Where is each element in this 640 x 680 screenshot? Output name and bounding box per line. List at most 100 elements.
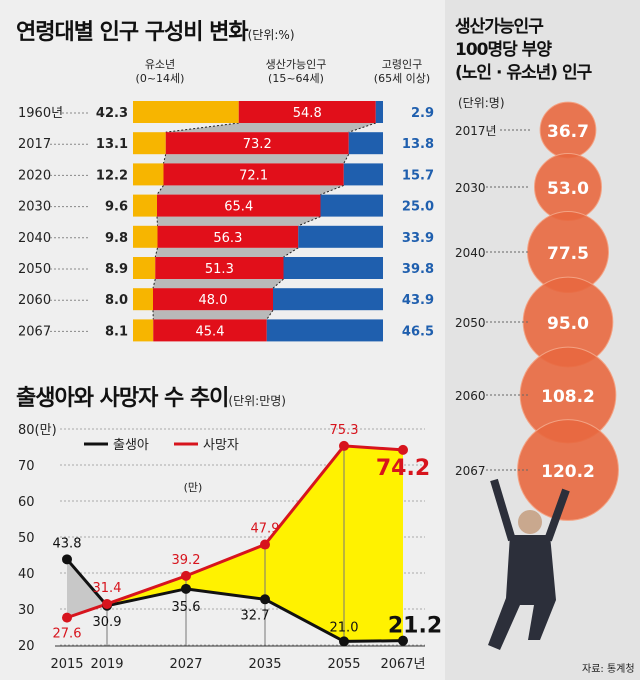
dependency-title: 생산가능인구 100명당 부양 (노인 · 유소년) 인구 (455, 16, 592, 85)
bar-old (320, 194, 383, 217)
dependency-unit: (단위:명) (458, 96, 505, 110)
old-value: 39.8 (402, 262, 434, 277)
x-tick-label: 2015 (50, 657, 83, 672)
gap-area (107, 445, 403, 642)
working-value: 51.3 (205, 262, 234, 277)
connector-dash (163, 154, 167, 164)
legend-sublabel: (65세 이상) (374, 72, 430, 85)
bar-young (133, 101, 239, 123)
x-tick-label: 2067년 (380, 657, 425, 672)
births-line (65, 558, 404, 643)
deaths-value: 47.9 (251, 522, 280, 537)
row-year: 1960년 (18, 106, 63, 121)
bubble-value: 36.7 (547, 122, 589, 142)
bar-old (266, 319, 383, 342)
y-tick-label: 60 (18, 495, 35, 510)
bar-young (133, 319, 154, 342)
row-year: 2020 (18, 168, 51, 183)
young-value: 9.8 (105, 231, 128, 246)
bubble-value: 53.0 (547, 179, 589, 199)
deaths-value: 75.3 (330, 423, 359, 438)
bar-young (133, 132, 166, 155)
working-value: 45.4 (196, 324, 225, 339)
young-value: 8.0 (105, 293, 128, 308)
deaths-value: 31.4 (93, 581, 122, 596)
bar-working (153, 288, 273, 311)
legend-deaths-label: 사망자 (203, 438, 239, 453)
working-value: 72.1 (239, 168, 268, 183)
old-value: 25.0 (402, 200, 434, 215)
stray-unit-label: (만) (184, 481, 203, 494)
births-deaths-title: 출생아와 사망자 수 추이(단위:만명) (16, 380, 286, 412)
bar-old (375, 101, 383, 123)
connector-dash (320, 184, 344, 196)
deaths-point (102, 598, 112, 609)
bar-working (153, 319, 267, 342)
deaths-line (66, 444, 404, 620)
bar-old (343, 163, 383, 186)
bar-young (133, 257, 156, 279)
connector-dash (298, 216, 321, 227)
row-year: 2040 (18, 231, 51, 246)
working-value: 56.3 (213, 231, 242, 246)
bar-young (133, 194, 157, 217)
old-value: 33.9 (402, 231, 434, 246)
bar-working (155, 257, 284, 279)
deaths-point (62, 612, 72, 623)
bar-connector (157, 216, 321, 226)
x-tick-label: 2027 (169, 657, 202, 672)
y-tick-label: 20 (18, 639, 35, 654)
bubble-value: 77.5 (547, 244, 589, 264)
births-point (398, 635, 408, 646)
legend-sublabel: (0~14세) (136, 72, 185, 85)
connector-dash (283, 247, 299, 258)
y-tick-label: 80(만) (18, 423, 57, 438)
row-year: 2067 (18, 324, 51, 339)
old-value: 15.7 (402, 168, 434, 183)
bar-connector (157, 185, 344, 195)
row-year: 2030 (18, 200, 51, 215)
bubble-value: 108.2 (541, 387, 595, 407)
row-year: 2017 (18, 137, 51, 152)
working-value: 73.2 (243, 137, 272, 152)
connector-dash (156, 185, 164, 195)
bubble-value: 120.2 (541, 462, 595, 482)
old-value: 13.8 (402, 137, 434, 152)
births-value: 21.2 (388, 614, 442, 639)
deaths-point (181, 570, 191, 581)
legend-births-label: 출생아 (113, 438, 149, 453)
births-value: 35.6 (172, 600, 201, 615)
working-value: 48.0 (199, 293, 228, 308)
deaths-value: 74.2 (376, 456, 430, 481)
y-tick-label: 50 (18, 531, 35, 546)
x-tick-label: 2019 (90, 657, 123, 672)
legend-label: 고령인구 (382, 58, 422, 71)
source-note: 자료: 통계청 (582, 664, 635, 675)
person-arms-icon (490, 478, 570, 542)
bar-connector (165, 123, 376, 133)
dependency-title-line: 생산가능인구 (455, 17, 544, 37)
bar-working (238, 101, 376, 123)
bubble-year: 2060 (455, 389, 486, 403)
connector-dash (266, 309, 274, 320)
births-value: 32.7 (241, 608, 270, 623)
x-tick-label: 2055 (327, 657, 360, 672)
births-deaths-unit: (단위:만명) (228, 394, 286, 408)
young-value: 8.9 (105, 262, 128, 277)
y-tick-label: 40 (18, 567, 35, 582)
legend-label: 유소년 (145, 58, 175, 71)
old-value: 43.9 (402, 293, 434, 308)
connector-dash (343, 153, 350, 164)
dependency-title-line: 100명당 부양 (455, 40, 552, 60)
bubble-year: 2040 (455, 246, 486, 260)
connector-dash (156, 216, 158, 226)
person-head-icon (518, 510, 542, 534)
connector-dash (154, 247, 158, 258)
bar-connector (163, 154, 349, 164)
deaths-point (398, 444, 408, 455)
deaths-value: 39.2 (172, 553, 201, 568)
young-value: 12.2 (96, 168, 128, 183)
births-value: 30.9 (93, 615, 122, 630)
